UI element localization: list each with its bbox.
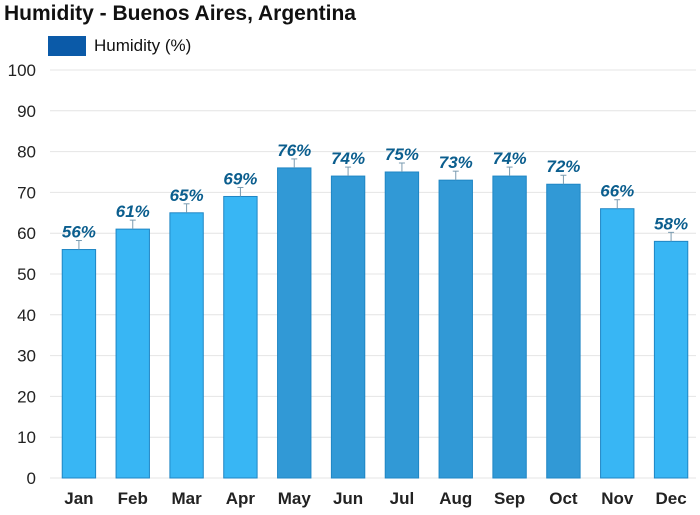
bar-jan [61, 249, 97, 479]
data-label: 66% [600, 182, 634, 201]
y-tick-label: 50 [17, 265, 36, 284]
x-tick-label: Dec [655, 489, 686, 508]
bar-nov [600, 208, 635, 479]
data-label: 61% [116, 202, 150, 221]
data-label: 76% [277, 141, 311, 160]
y-tick-label: 60 [17, 224, 36, 243]
bar-oct [546, 183, 581, 479]
x-tick-label: Jun [333, 489, 363, 508]
bar-jun [330, 175, 366, 479]
y-tick-label: 70 [17, 183, 36, 202]
bar-apr [223, 195, 258, 479]
legend-label: Humidity (%) [94, 36, 192, 55]
bar-aug [438, 179, 473, 479]
chart-title: Humidity - Buenos Aires, Argentina [4, 2, 356, 25]
bar-feb [115, 228, 150, 479]
x-tick-label: Sep [494, 489, 525, 508]
bar-mar [169, 212, 204, 479]
legend: Humidity (%) [48, 36, 191, 56]
data-label: 72% [546, 157, 580, 176]
y-tick-label: 20 [17, 387, 36, 406]
x-tick-label: Jan [64, 489, 93, 508]
data-label: 75% [385, 145, 419, 164]
bar-jul [384, 171, 420, 479]
bar-sep [492, 175, 527, 479]
x-tick-label: Apr [226, 489, 256, 508]
data-label: 56% [62, 223, 96, 242]
data-label: 65% [170, 186, 204, 205]
y-tick-label: 80 [17, 143, 36, 162]
data-label: 69% [223, 169, 257, 188]
y-tick-label: 30 [17, 347, 36, 366]
bar-may [277, 167, 312, 479]
x-tick-label: Jul [390, 489, 415, 508]
x-tick-label: Mar [171, 489, 202, 508]
y-tick-label: 10 [17, 428, 36, 447]
y-tick-label: 0 [27, 469, 36, 488]
data-label: 58% [654, 214, 688, 233]
data-label: 73% [439, 153, 473, 172]
y-tick-label: 40 [17, 306, 36, 325]
x-tick-label: Feb [118, 489, 148, 508]
y-tick-label: 100 [8, 61, 36, 80]
x-tick-label: May [278, 489, 312, 508]
y-tick-label: 90 [17, 102, 36, 121]
bar-dec [653, 240, 689, 479]
legend-swatch [48, 36, 86, 56]
data-label: 74% [331, 149, 365, 168]
x-tick-label: Nov [601, 489, 634, 508]
x-tick-label: Oct [549, 489, 578, 508]
data-label: 74% [493, 149, 527, 168]
x-tick-label: Aug [439, 489, 472, 508]
